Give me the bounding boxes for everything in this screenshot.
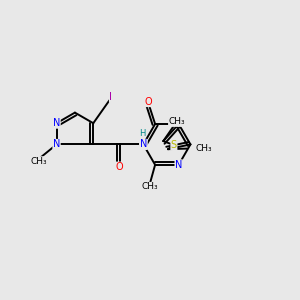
Text: N: N (175, 160, 182, 170)
Text: N: N (53, 118, 60, 128)
Text: CH₃: CH₃ (142, 182, 158, 191)
Text: N: N (140, 140, 147, 149)
Text: O: O (145, 97, 152, 106)
Text: H: H (139, 129, 145, 138)
Text: O: O (116, 162, 124, 172)
Text: CH₃: CH₃ (195, 144, 212, 153)
Text: I: I (110, 92, 112, 102)
Text: N: N (53, 140, 60, 149)
Text: CH₃: CH₃ (169, 117, 185, 126)
Text: S: S (171, 140, 177, 150)
Text: CH₃: CH₃ (31, 157, 47, 166)
Text: N: N (140, 140, 147, 149)
